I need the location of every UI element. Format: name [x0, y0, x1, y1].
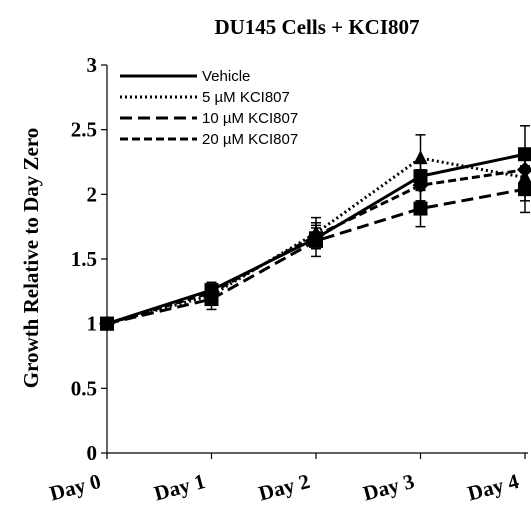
legend-label: 20 µM KCI807 — [202, 131, 298, 148]
data-point — [203, 284, 220, 301]
y-tick-label: 1 — [87, 312, 98, 336]
data-point — [308, 227, 324, 244]
legend-label: 5 µM KCI807 — [202, 89, 290, 106]
chart-title: DU145 Cells + KCI807 — [214, 15, 419, 39]
y-tick-label: 3 — [87, 53, 98, 77]
y-tick-label: 2.5 — [71, 118, 97, 142]
data-point — [412, 177, 429, 194]
y-ticks: 0 0.5 1 1.5 2 2.5 3 — [71, 53, 107, 465]
y-tick-label: 0.5 — [71, 376, 97, 400]
y-tick-label: 2 — [87, 182, 98, 206]
y-axis-label: Growth Relative to Day Zero — [19, 128, 43, 389]
x-ticks: Day 0 Day 1 Day 2 Day 3 Day 4 — [47, 453, 526, 506]
y-tick-label: 0 — [87, 441, 98, 465]
x-tick-label: Day 0 — [47, 469, 103, 506]
x-tick-label: Day 4 — [465, 469, 522, 506]
data-point — [99, 315, 115, 332]
y-tick-label: 1.5 — [71, 247, 97, 271]
series-layer — [99, 125, 531, 332]
x-tick-label: Day 3 — [361, 469, 417, 506]
data-point — [517, 161, 531, 178]
legend: Vehicle 5 µM KCI807 10 µM KCI807 20 µM KCI8… — [120, 68, 298, 148]
data-point — [413, 150, 428, 165]
series-3 — [99, 148, 531, 332]
data-point — [413, 201, 428, 216]
x-tick-label: Day 2 — [256, 469, 312, 506]
legend-label: 10 µM KCI807 — [202, 110, 298, 127]
legend-label: Vehicle — [202, 68, 250, 85]
x-tick-label: Day 1 — [152, 469, 208, 506]
